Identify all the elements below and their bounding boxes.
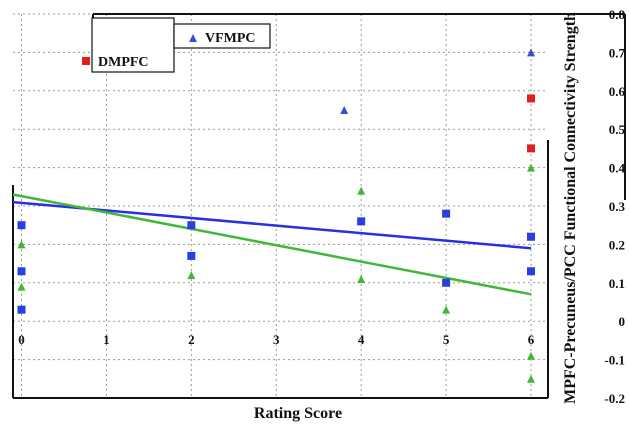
y-tick-label: 0.5 (609, 122, 626, 137)
y-tick-label: 0 (619, 314, 626, 329)
trend-lines (12, 193, 532, 296)
legend-label-dmpfc: DMPFC (98, 55, 149, 70)
x-tick-label: 6 (528, 332, 535, 347)
data-point-triangle (17, 282, 26, 291)
data-point-square (527, 144, 536, 153)
x-tick-label: 1 (103, 332, 110, 347)
data-point-square (17, 221, 26, 230)
data-point-square (357, 217, 366, 226)
data-point-square (187, 221, 196, 230)
legend-label-vfmpc: VFMPC (205, 31, 256, 46)
x-tick-label: 2 (188, 332, 195, 347)
data-point-square (187, 251, 196, 260)
y-axis-title: MPFC-Precuneus/PCC Functional Connectivi… (562, 12, 579, 404)
legend-box (91, 17, 175, 73)
x-tick-label: 5 (443, 332, 450, 347)
data-point-triangle (187, 271, 196, 280)
data-point-square (442, 278, 451, 287)
y-tick-label: -0.2 (604, 391, 625, 406)
data-point-square (17, 267, 26, 276)
data-point-triangle (527, 163, 536, 172)
legend-marker-dmpfc-square (82, 57, 90, 65)
data-point-square (527, 267, 536, 276)
data-point-triangle (340, 106, 349, 114)
data-point-triangle (357, 274, 366, 283)
data-point-square (527, 232, 536, 241)
y-tick-label: 0.8 (609, 7, 626, 22)
data-point-triangle (17, 240, 26, 249)
trend-line (12, 200, 532, 250)
tick-labels: 0 1 2 3 4 5 6 -0.2 -0.1 0 0.1 0.2 0.3 0.4 0.5 0.6 0.7 0.8 (18, 7, 625, 406)
data-points (17, 48, 536, 383)
trend-line (12, 193, 532, 296)
y-tick-label: -0.1 (604, 353, 625, 368)
data-point-square (442, 209, 451, 218)
y-tick-label: 0.6 (609, 84, 626, 99)
x-axis-title: Rating Score (254, 405, 342, 422)
y-tick-label: 0.2 (609, 237, 625, 252)
plot-frame (12, 13, 626, 399)
x-tick-label: 3 (273, 332, 280, 347)
legend: VFMPC DMPFC (82, 17, 271, 73)
data-point-triangle (442, 305, 451, 314)
x-tick-label: 0 (18, 332, 25, 347)
x-tick-label: 4 (358, 332, 365, 347)
data-point-triangle (527, 351, 536, 360)
y-tick-label: 0.7 (609, 45, 626, 60)
y-tick-label: 0.4 (609, 161, 626, 176)
data-point-square (17, 305, 26, 314)
y-tick-label: 0.3 (609, 199, 626, 214)
data-point-triangle (357, 186, 366, 195)
data-point-triangle (527, 48, 536, 57)
data-point-triangle (527, 374, 536, 383)
data-point-square (527, 94, 536, 103)
y-tick-label: 0.1 (609, 276, 625, 291)
legend-marker-vfmpc-triangle (189, 34, 197, 42)
legend-box-vfmpc (173, 23, 271, 49)
